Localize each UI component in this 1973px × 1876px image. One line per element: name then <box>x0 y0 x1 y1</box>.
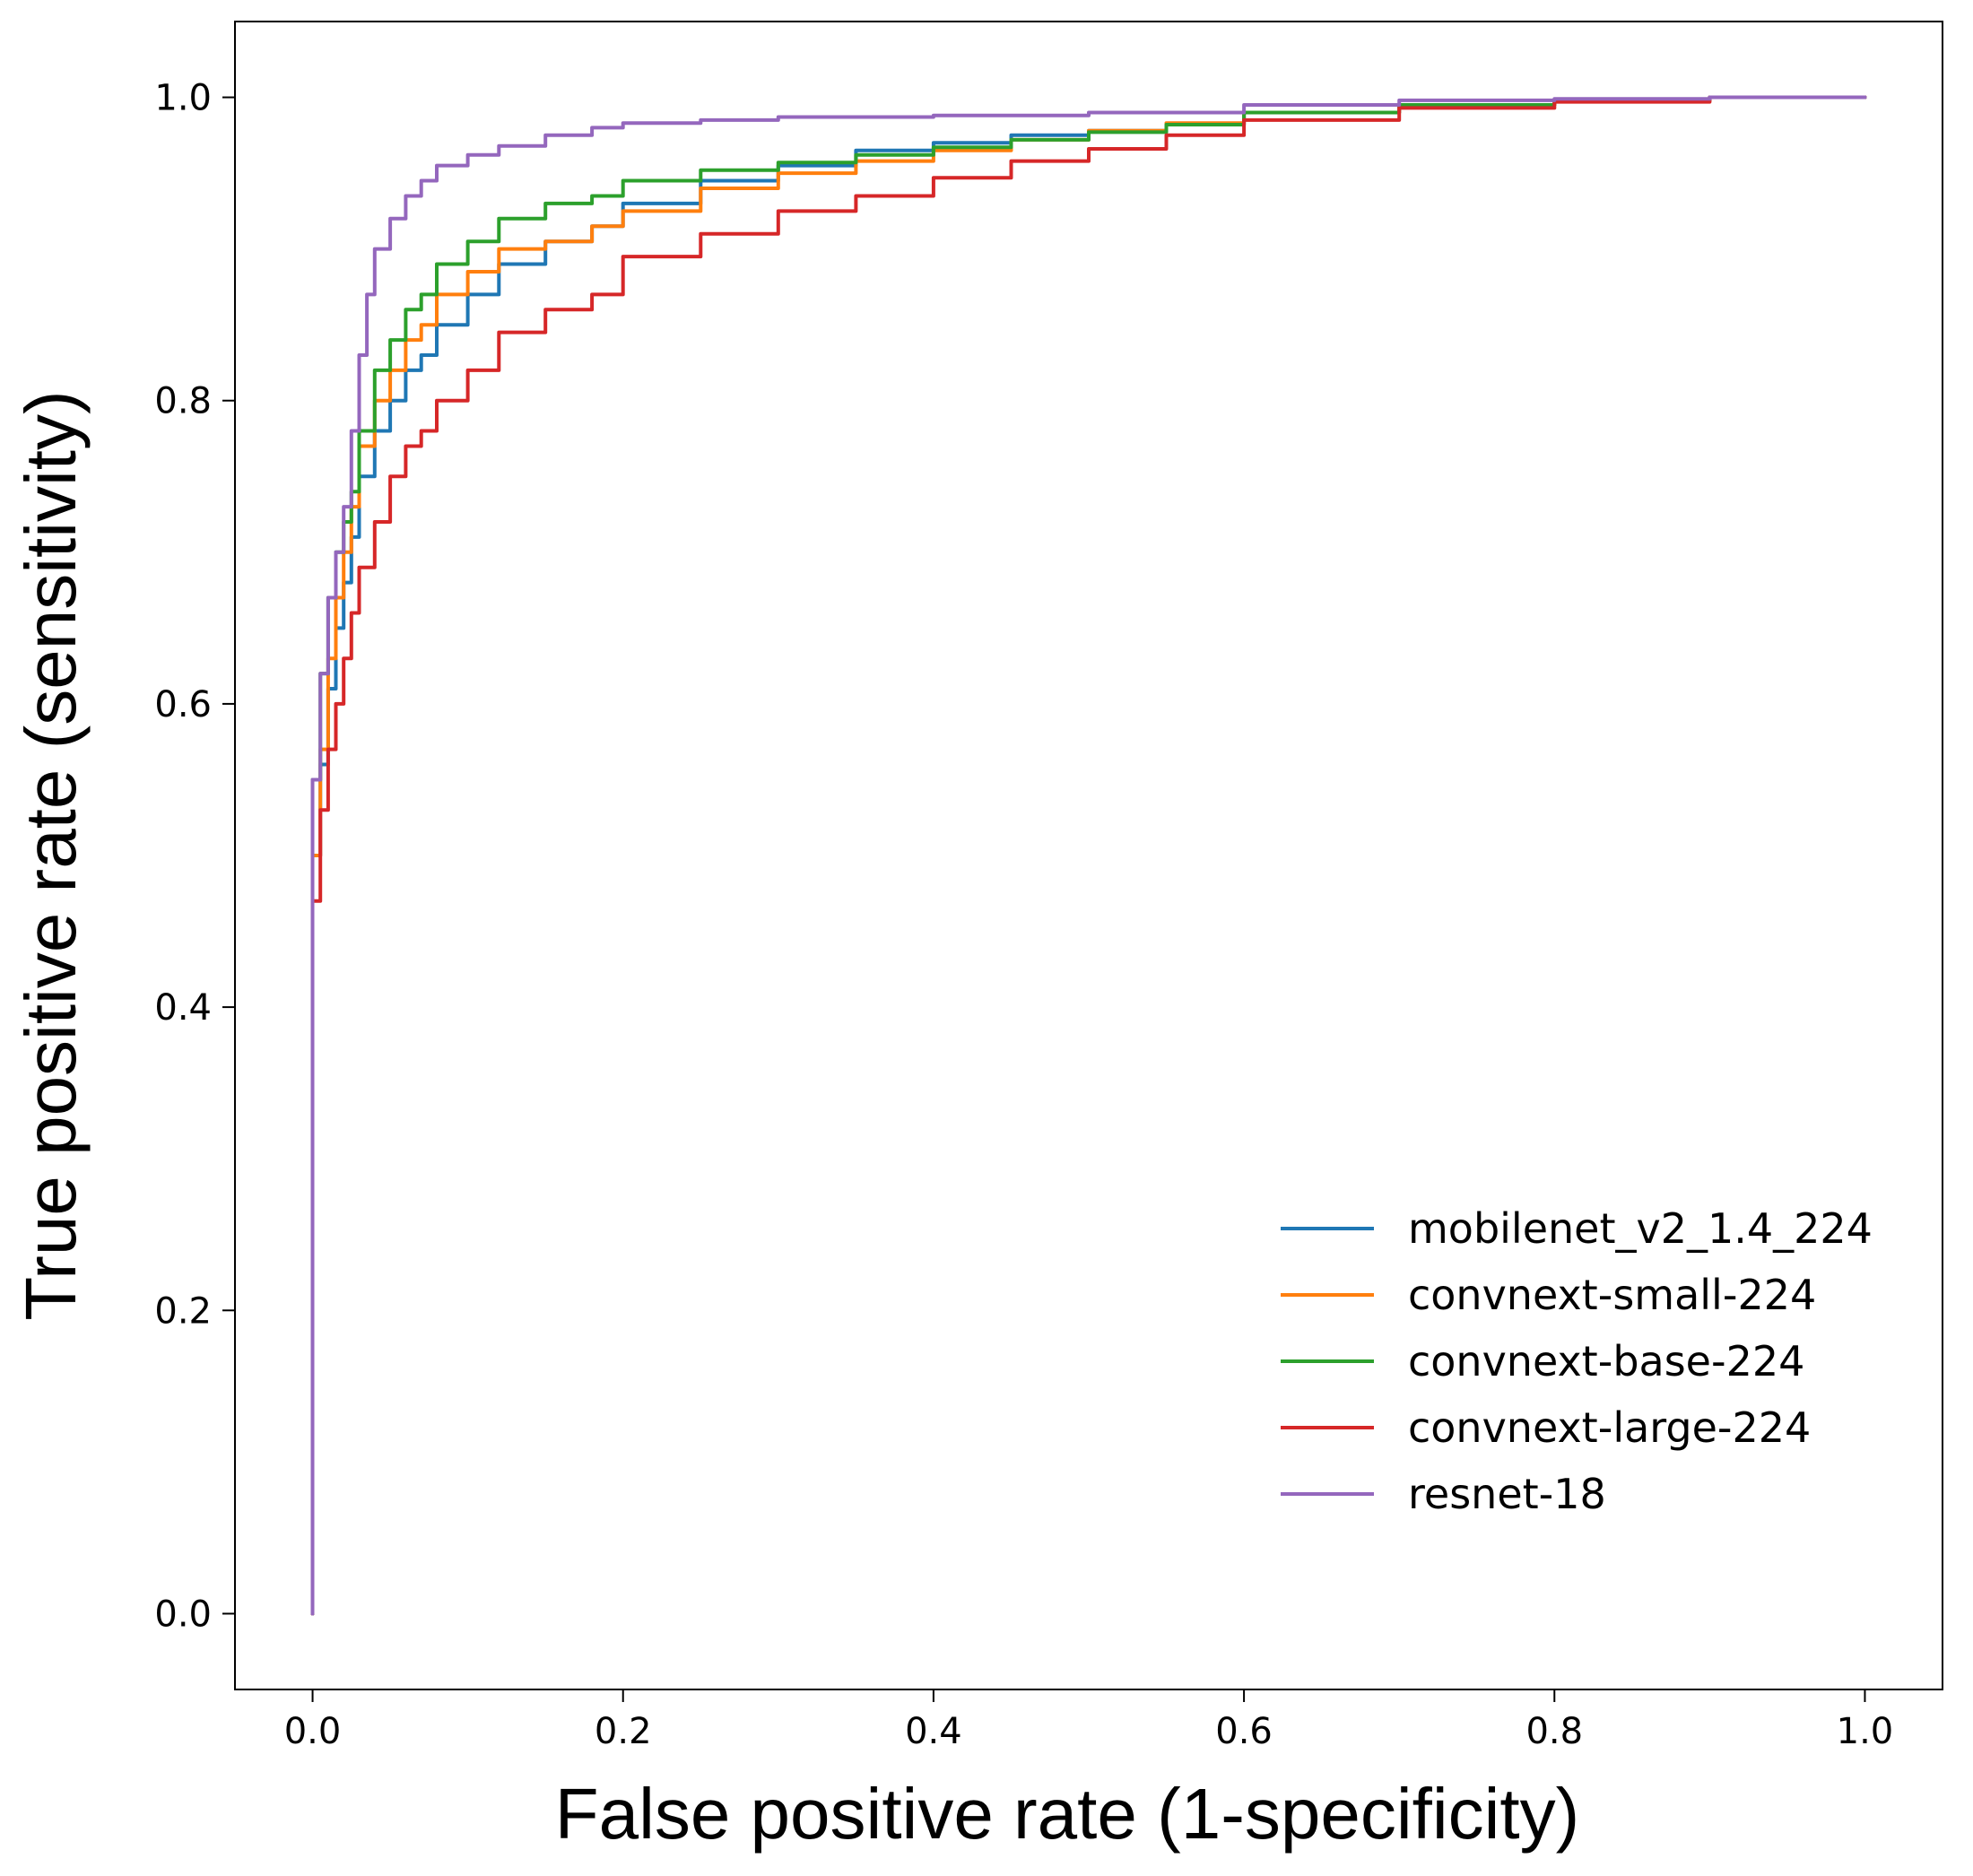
x-tick-label: 0.4 <box>905 1711 962 1752</box>
legend-label-mobilenet_v2_1.4_224: mobilenet_v2_1.4_224 <box>1408 1204 1873 1253</box>
legend-label-convnext-base-224: convnext-base-224 <box>1408 1337 1804 1385</box>
series-line-convnext-large-224 <box>310 95 1867 1616</box>
y-axis-ticks: 0.0 0.2 0.4 0.6 0.8 1.0 <box>154 78 235 1635</box>
y-tick-label: 0.6 <box>154 684 212 725</box>
series-layer <box>310 95 1867 1616</box>
y-tick-label: 1.0 <box>154 78 212 119</box>
legend-label-convnext-large-224: convnext-large-224 <box>1408 1403 1811 1452</box>
y-axis-title: True positive rate (sensitivity) <box>11 390 91 1320</box>
x-tick-label: 0.2 <box>595 1711 652 1752</box>
x-axis-title: False positive rate (1-specificity) <box>555 1774 1580 1854</box>
legend: mobilenet_v2_1.4_224 convnext-small-224 co… <box>1281 1204 1873 1518</box>
x-axis-ticks: 0.0 0.2 0.4 0.6 0.8 1.0 <box>284 1689 1894 1752</box>
x-tick-label: 1.0 <box>1837 1711 1894 1752</box>
x-tick-label: 0.8 <box>1525 1711 1583 1752</box>
y-tick-label: 0.8 <box>154 381 212 422</box>
plot-frame <box>234 21 1943 1690</box>
x-tick-label: 0.6 <box>1215 1711 1273 1752</box>
legend-label-resnet-18: resnet-18 <box>1408 1470 1606 1518</box>
series-line-resnet-18 <box>310 95 1867 1616</box>
y-tick-label: 0.2 <box>154 1290 212 1332</box>
legend-label-convnext-small-224: convnext-small-224 <box>1408 1271 1816 1319</box>
y-tick-label: 0.4 <box>154 987 212 1029</box>
x-tick-label: 0.0 <box>284 1711 342 1752</box>
y-tick-label: 0.0 <box>154 1594 212 1635</box>
